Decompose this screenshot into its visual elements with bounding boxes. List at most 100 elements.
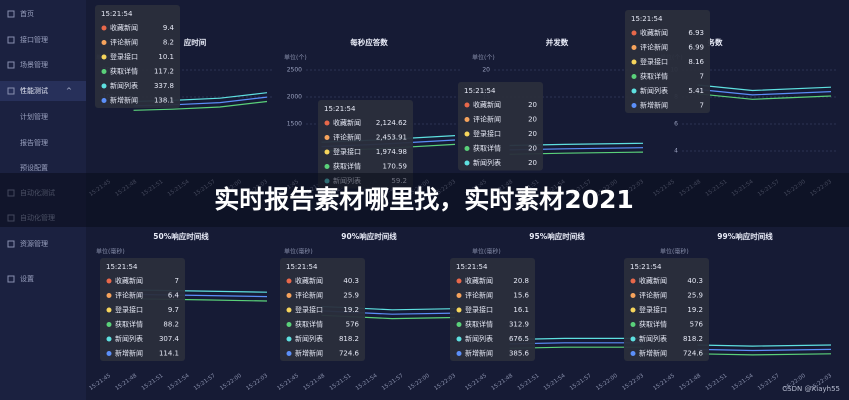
tooltip-value: 7 <box>175 277 179 285</box>
legend-dot <box>286 322 292 327</box>
tooltip-value: 337.8 <box>154 82 174 90</box>
legend-dot <box>106 293 112 298</box>
tooltip-value: 15.6 <box>513 292 529 300</box>
tooltip-value: 16.1 <box>513 306 529 314</box>
tooltip-label: 评论新闻 <box>333 133 361 142</box>
sidebar-active <box>0 81 86 101</box>
tooltip-label: 获取详情 <box>110 67 138 76</box>
tooltip-time: 15:21:54 <box>106 263 138 271</box>
tooltip-value: 724.6 <box>683 350 704 358</box>
legend-dot <box>324 149 330 155</box>
tooltip-label: 收藏新闻 <box>473 100 501 109</box>
panel-title: 95%响应时间线 <box>529 231 585 241</box>
sidebar-item[interactable]: 资源管理 <box>20 239 48 248</box>
tooltip: 15:21:54 收藏新闻 6.93 评论新闻 6.99 登录接口 8.16 获取详情 7 新闻列… <box>625 10 710 113</box>
tooltip-value: 818.2 <box>339 335 359 343</box>
tooltip-value: 818.2 <box>683 335 703 343</box>
legend-dot <box>324 120 330 126</box>
tooltip-label: 新闻列表 <box>465 334 493 343</box>
tooltip: 15:21:54 收藏新闻 20.8 评论新闻 15.6 登录接口 16.1 获取详情 312.… <box>450 258 535 361</box>
series-line <box>133 100 268 111</box>
legend-dot <box>630 336 636 342</box>
sidebar-item[interactable]: 接口管理 <box>20 35 48 44</box>
sidebar-item[interactable]: 首页 <box>20 9 34 18</box>
legend-dot <box>456 278 462 284</box>
tooltip-label: 评论新闻 <box>115 291 143 300</box>
tooltip-label: 评论新闻 <box>295 291 323 300</box>
tooltip-value: 1,974.98 <box>376 148 407 156</box>
sidebar-item[interactable]: 报告管理 <box>20 138 48 147</box>
tooltip-value: 19.2 <box>343 306 359 314</box>
tooltip-value: 385.6 <box>509 350 530 358</box>
tooltip-label: 获取详情 <box>295 320 323 329</box>
legend-dot <box>464 117 470 122</box>
tooltip: 15:21:54 收藏新闻 20 评论新闻 20 登录接口 20 获取详情 20 新闻列表 20 <box>458 82 543 171</box>
sidebar-item[interactable]: 性能测试 <box>20 86 48 95</box>
panel-title: 每秒应答数 <box>350 37 388 47</box>
series-line <box>697 353 832 356</box>
tooltip-value: 8.16 <box>688 58 704 66</box>
legend-dot <box>630 278 636 284</box>
tooltip-value: 2,124.62 <box>376 119 407 127</box>
tooltip-label: 新增新闻 <box>110 96 138 105</box>
tooltip-time: 15:21:54 <box>631 15 663 23</box>
legend-dot <box>631 45 637 50</box>
tooltip-value: 7 <box>700 73 704 81</box>
tooltip-label: 登录接口 <box>110 52 138 61</box>
unit-label: 单位(个) <box>284 54 307 62</box>
tooltip-label: 新增新闻 <box>115 349 143 358</box>
sidebar-item[interactable]: 设置 <box>20 274 34 283</box>
tooltip-label: 新闻列表 <box>110 81 138 90</box>
unit-label: 单位(个) <box>472 54 495 62</box>
tooltip-value: 6.4 <box>168 292 180 300</box>
tooltip-value: 6.99 <box>688 44 704 52</box>
y-tick-label: 2000 <box>287 94 302 101</box>
tooltip-label: 获取详情 <box>640 72 668 81</box>
series-line <box>697 84 832 92</box>
tooltip-value: 20.8 <box>513 277 529 285</box>
legend-dot <box>106 336 112 342</box>
legend-dot <box>101 40 107 45</box>
legend-dot <box>286 293 292 298</box>
tooltip-value: 10.1 <box>158 53 174 61</box>
legend-dot <box>106 351 112 356</box>
tooltip-label: 收藏新闻 <box>110 23 138 32</box>
sidebar-icon <box>7 275 15 283</box>
banner-band <box>0 173 849 227</box>
tooltip-box <box>624 258 709 361</box>
tooltip-time: 15:21:54 <box>630 263 662 271</box>
tooltip-label: 评论新闻 <box>473 115 501 124</box>
legend-dot <box>101 54 107 60</box>
tooltip-label: 获取详情 <box>465 320 493 329</box>
unit-label: 单位(毫秒) <box>284 248 313 256</box>
series-line <box>697 88 832 96</box>
watermark: CSDN @Xiayh55 <box>782 385 840 393</box>
tooltip-time: 15:21:54 <box>286 263 318 271</box>
tooltip-label: 新闻列表 <box>115 334 143 343</box>
tooltip-value: 20 <box>528 159 537 167</box>
tooltip-value: 676.5 <box>509 335 529 343</box>
tooltip-value: 576 <box>690 321 704 329</box>
tooltip-value: 40.3 <box>687 277 703 285</box>
sidebar-item[interactable]: 计划管理 <box>20 112 48 121</box>
panel-title: 并发数 <box>546 37 569 47</box>
tooltip-value: 7 <box>700 102 704 110</box>
tooltip-label: 新闻列表 <box>640 86 668 95</box>
legend-dot <box>630 351 636 356</box>
sidebar-icon <box>7 36 15 44</box>
sidebar-item[interactable]: 预设配置 <box>20 163 48 172</box>
tooltip-box <box>100 258 185 361</box>
tooltip-label: 收藏新闻 <box>465 276 493 285</box>
tooltip-label: 新增新闻 <box>640 101 668 110</box>
tooltip-value: 20 <box>528 145 537 153</box>
tooltip-value: 117.2 <box>154 68 174 76</box>
tooltip-value: 40.3 <box>343 277 359 285</box>
tooltip-value: 8.2 <box>163 39 174 47</box>
panel-title: 90%响应时间线 <box>341 231 397 241</box>
sidebar-item[interactable]: 场景管理 <box>20 60 48 69</box>
legend-dot <box>456 336 462 342</box>
sidebar-icon <box>7 87 15 95</box>
tooltip-label: 登录接口 <box>465 305 493 314</box>
legend-dot <box>106 307 112 313</box>
tooltip-label: 新增新闻 <box>295 349 323 358</box>
